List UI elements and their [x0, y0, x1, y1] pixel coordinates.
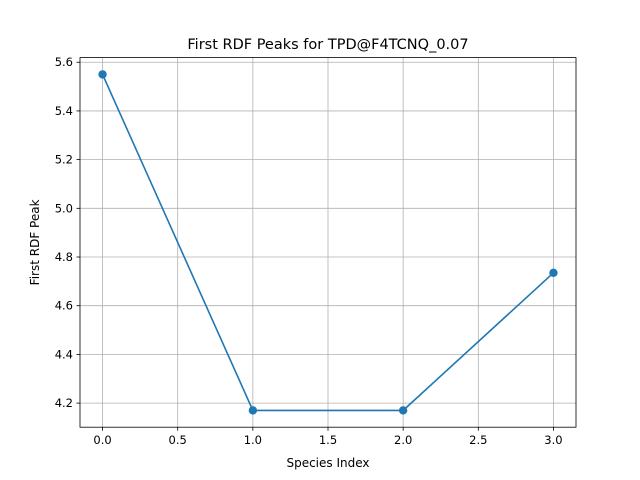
y-axis-ticks: 4.2 4.4 4.6 4.8 5.0 5.2 5.4 5.6 — [55, 55, 80, 410]
y-axis-label: First RDF Peak — [28, 199, 42, 285]
y-tick-label: 5.6 — [55, 55, 73, 69]
y-tick-label: 4.4 — [55, 347, 73, 361]
data-point — [549, 268, 558, 278]
x-tick-label: 1.5 — [319, 433, 337, 447]
y-tick-label: 4.6 — [55, 299, 73, 313]
y-tick-label: 5.4 — [55, 104, 73, 118]
x-tick-label: 0.0 — [93, 433, 111, 447]
series-line — [101, 74, 554, 412]
x-axis-ticks: 0.0 0.5 1.0 1.5 2.0 2.5 3.0 — [93, 427, 563, 447]
x-tick-label: 2.0 — [394, 433, 412, 447]
y-gridlines — [80, 61, 576, 404]
y-tick-label: 4.8 — [55, 250, 73, 264]
data-point — [248, 406, 258, 415]
y-tick-label: 5.0 — [55, 201, 73, 215]
y-tick-label: 4.2 — [55, 396, 73, 410]
x-tick-label: 3.0 — [544, 433, 562, 447]
y-tick-label: 5.2 — [55, 153, 73, 167]
x-gridlines — [102, 57, 554, 428]
series-group — [98, 70, 558, 415]
x-tick-label: 0.5 — [169, 433, 187, 447]
data-point — [98, 70, 107, 79]
x-tick-label: 2.5 — [469, 433, 487, 447]
x-tick-label: 1.0 — [244, 433, 262, 447]
chart-title: First RDF Peaks for TPD@F4TCNQ_0.07 — [187, 37, 468, 53]
data-point — [398, 406, 408, 415]
x-axis-label: Species Index — [286, 456, 369, 470]
